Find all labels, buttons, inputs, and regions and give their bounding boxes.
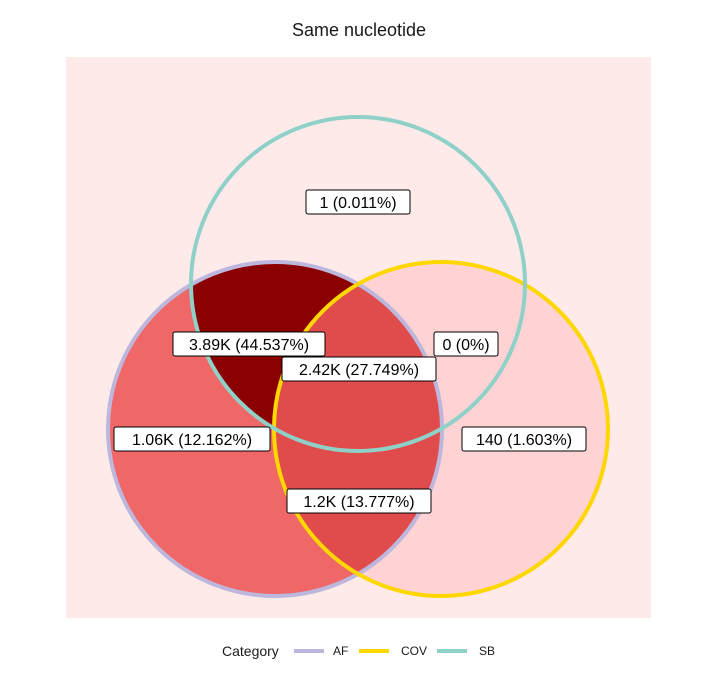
legend-item-sb: SB xyxy=(437,644,495,658)
label-cov-sb: 0 (0%) xyxy=(433,331,499,357)
label-af-cov: 1.2K (13.777%) xyxy=(286,488,432,514)
legend-item-af: AF xyxy=(294,644,348,658)
legend-item-cov: COV xyxy=(359,644,427,658)
chart-title: Same nucleotide xyxy=(292,20,426,40)
label-af-cov-sb-text: 2.42K (27.749%) xyxy=(299,362,419,379)
region-labels: 1 (0.011%) 3.89K (44.537%) 0 (0%) 2.42K … xyxy=(113,189,587,514)
set-sb-outline xyxy=(189,115,527,453)
label-af-only-text: 1.06K (12.162%) xyxy=(132,432,252,449)
legend-label-sb: SB xyxy=(479,644,495,658)
label-af-only: 1.06K (12.162%) xyxy=(113,426,271,452)
label-af-cov-text: 1.2K (13.777%) xyxy=(303,494,414,511)
set-outlines xyxy=(106,115,610,598)
label-cov-only: 140 (1.603%) xyxy=(461,426,587,452)
label-cov-only-text: 140 (1.603%) xyxy=(476,432,572,449)
legend: Category AF COV SB xyxy=(222,643,495,659)
label-sb-only: 1 (0.011%) xyxy=(305,189,411,215)
legend-title: Category xyxy=(222,643,279,659)
label-sb-only-text: 1 (0.011%) xyxy=(319,195,396,212)
label-af-sb: 3.89K (44.537%) xyxy=(172,331,326,357)
label-af-cov-sb: 2.42K (27.749%) xyxy=(281,356,437,382)
legend-label-cov: COV xyxy=(401,644,427,658)
legend-label-af: AF xyxy=(333,644,348,658)
label-cov-sb-text: 0 (0%) xyxy=(442,337,489,354)
label-af-sb-text: 3.89K (44.537%) xyxy=(189,337,309,354)
